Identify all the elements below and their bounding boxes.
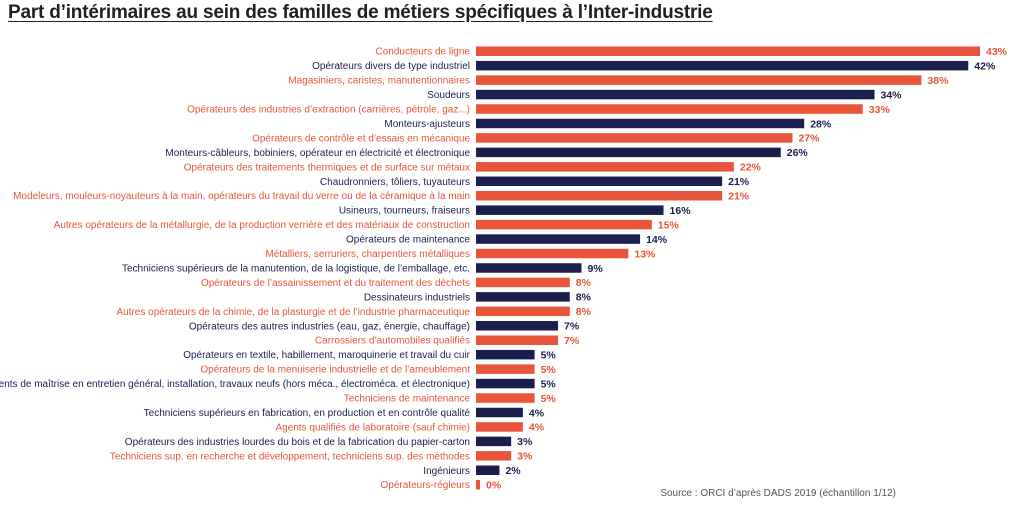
bar-1 — [476, 46, 980, 56]
bar-8 — [476, 147, 781, 158]
value-label-29: 3% — [517, 451, 533, 463]
category-label-20: Opérateurs des autres industries (eau, g… — [189, 321, 470, 332]
value-label-17: 8% — [576, 277, 592, 289]
category-label-19: Autres opérateurs de la chimie, de la pl… — [116, 307, 470, 318]
category-label-10: Chaudronniers, tôliers, tuyauteurs — [320, 177, 470, 188]
category-label-5: Opérateurs des industries d’extraction (… — [187, 105, 470, 116]
value-label-19: 8% — [576, 306, 592, 318]
value-label-11: 21% — [728, 191, 750, 203]
category-label-14: Opérateurs de maintenance — [346, 235, 470, 246]
category-label-31: Opérateurs-régleurs — [381, 480, 470, 491]
bar-3 — [476, 75, 922, 85]
bar-6 — [476, 118, 805, 129]
category-label-17: Opérateurs de l’assainissement et du tra… — [201, 278, 470, 289]
value-label-10: 21% — [728, 176, 750, 188]
value-label-23: 5% — [541, 364, 557, 376]
value-label-6: 28% — [810, 118, 832, 130]
chart-title: Part d’intérimaires au sein des familles… — [8, 2, 713, 23]
bar-20 — [476, 321, 559, 331]
category-label-9: Opérateurs des traitements thermiques et… — [184, 162, 470, 173]
source-note: Source : ORCI d’après DADS 2019 (échanti… — [660, 488, 896, 499]
value-label-7: 27% — [798, 133, 820, 145]
category-label-29: Techniciens sup. en recherche et dévelop… — [110, 451, 470, 462]
bar-9 — [476, 162, 734, 172]
bar-18 — [476, 292, 570, 302]
category-label-27: Agents qualifiés de laboratoire (sauf ch… — [275, 422, 470, 433]
category-label-6: Monteurs-ajusteurs — [384, 119, 470, 130]
category-label-3: Magasiniers, caristes, manutentionnaires — [288, 76, 470, 87]
category-label-30: Ingénieurs — [423, 466, 470, 477]
bar-15 — [476, 248, 629, 259]
category-label-4: Soudeurs — [427, 90, 470, 101]
bar-14 — [476, 234, 641, 244]
category-label-28: Opérateurs des industries lourdes du boi… — [125, 437, 470, 448]
bar-16 — [476, 263, 582, 273]
category-label-15: Métalliers, serruriers, charpentiers mét… — [265, 249, 470, 260]
category-label-21: Carrossiers d’automobiles qualifiés — [315, 336, 470, 347]
value-label-1: 43% — [986, 46, 1008, 58]
bar-24 — [476, 378, 535, 389]
value-label-18: 8% — [576, 292, 592, 304]
value-label-9: 22% — [740, 162, 762, 174]
value-label-8: 26% — [787, 147, 809, 159]
category-label-16: Techniciens supérieurs de la manutention… — [122, 263, 470, 274]
value-label-16: 9% — [587, 263, 603, 275]
bar-4 — [476, 89, 875, 100]
category-label-8: Monteurs-câbleurs, bobiniers, opérateur … — [165, 148, 470, 159]
bar-31 — [476, 479, 480, 490]
category-label-7: Opérateurs de contrôle et d’essais en mé… — [252, 133, 470, 144]
bar-25 — [476, 393, 535, 403]
value-label-28: 3% — [517, 436, 533, 448]
category-label-2: Opérateurs divers de type industriel — [312, 61, 470, 72]
category-label-22: Opérateurs en textile, habillement, maro… — [183, 350, 470, 361]
value-label-30: 2% — [505, 465, 521, 477]
value-label-22: 5% — [541, 349, 557, 361]
value-label-27: 4% — [529, 422, 545, 434]
value-label-12: 16% — [670, 205, 692, 217]
value-label-14: 14% — [646, 234, 668, 246]
bar-17 — [476, 277, 570, 288]
value-label-3: 38% — [927, 75, 949, 87]
bar-29 — [476, 451, 512, 461]
bar-30 — [476, 465, 500, 476]
value-label-13: 15% — [658, 219, 680, 231]
category-label-1: Conducteurs de ligne — [375, 47, 470, 58]
bar-23 — [476, 364, 535, 374]
bar-28 — [476, 436, 512, 447]
category-label-18: Dessinateurs industriels — [364, 292, 470, 303]
category-label-25: Techniciens de maintenance — [344, 394, 471, 405]
value-label-2: 42% — [974, 60, 996, 72]
value-label-5: 33% — [869, 104, 891, 116]
bar-5 — [476, 104, 863, 114]
category-label-12: Usineurs, tourneurs, fraiseurs — [339, 206, 470, 217]
bar-10 — [476, 176, 723, 187]
bar-13 — [476, 219, 652, 230]
category-label-13: Autres opérateurs de la métallurgie, de … — [54, 220, 470, 231]
bar-21 — [476, 335, 559, 345]
bar-19 — [476, 306, 570, 317]
bar-22 — [476, 349, 535, 360]
bar-12 — [476, 205, 664, 215]
value-label-25: 5% — [541, 393, 557, 405]
value-label-4: 34% — [881, 89, 903, 101]
bar-2 — [476, 60, 969, 71]
bar-11 — [476, 190, 723, 201]
value-label-20: 7% — [564, 321, 580, 333]
category-label-11: Modeleurs, mouleurs-noyauteurs à la main… — [13, 191, 470, 202]
bar-26 — [476, 407, 523, 418]
category-label-26: Techniciens supérieurs en fabrication, e… — [144, 408, 471, 419]
bar-7 — [476, 133, 793, 143]
value-label-31: 0% — [486, 480, 502, 492]
category-label-24: Agents de maîtrise en entretien général,… — [0, 379, 470, 390]
value-label-21: 7% — [564, 335, 580, 347]
bar-27 — [476, 422, 523, 432]
value-label-24: 5% — [541, 378, 557, 390]
category-label-23: Opérateurs de la menuiserie industrielle… — [200, 365, 470, 376]
value-label-15: 13% — [634, 248, 656, 260]
value-label-26: 4% — [529, 407, 545, 419]
